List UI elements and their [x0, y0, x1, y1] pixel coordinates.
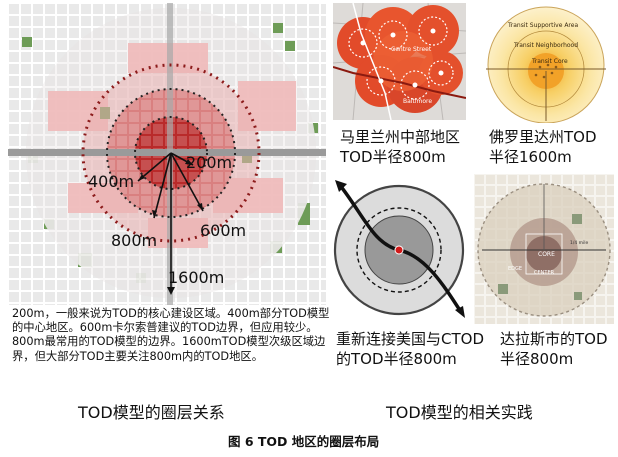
- map-label-city: Baltimore: [403, 98, 432, 105]
- case-florida-line2: 半径1600m: [489, 148, 572, 166]
- case-florida-line1: 佛罗里达州TOD: [489, 128, 597, 146]
- florida-diagram-svg: Transit Supportive Area Transit Neighbor…: [486, 6, 606, 123]
- fl-label-neighborhood: Transit Neighborhood: [513, 42, 578, 49]
- dallas-edge-label: EDGE: [508, 266, 522, 272]
- right-caption: TOD模型的相关实践: [386, 403, 533, 422]
- arrow-800m: [153, 152, 172, 219]
- florida-diagram: Transit Supportive Area Transit Neighbor…: [476, 3, 616, 123]
- label-600m: 600m: [200, 221, 246, 240]
- ctod-diagram-svg: [333, 180, 465, 318]
- dallas-plan-svg: CORE CENTER EDGE 1/4 mile: [474, 174, 614, 324]
- fl-label-supportive: Transit Supportive Area: [507, 22, 578, 29]
- case-ctod-line2: 的TOD半径800m: [336, 350, 457, 368]
- arrow-600m: [170, 152, 204, 212]
- case-dallas-line2: 半径800m: [500, 350, 574, 368]
- label-400m: 400m: [88, 172, 134, 191]
- maryland-map-svg: Centre Street Baltimore: [333, 3, 466, 120]
- fl-label-core: Transit Core: [531, 58, 568, 65]
- dallas-center-label: CENTER: [534, 270, 555, 276]
- label-200m: 200m: [186, 153, 232, 172]
- dallas-distance-label: 1/4 mile: [570, 240, 589, 246]
- ctod-diagram: [333, 174, 466, 324]
- tod-ring-diagram: 200m 400m 600m 800m 1600m: [8, 3, 326, 305]
- map-label-street: Centre Street: [391, 46, 432, 53]
- case-maryland-line2: TOD半径800m: [340, 148, 446, 166]
- left-caption: TOD模型的圈层关系: [78, 403, 225, 422]
- label-800m: 800m: [111, 231, 157, 250]
- maryland-map: Centre Street Baltimore: [333, 3, 466, 120]
- figure-caption: 图 6 TOD 地区的圈层布局: [228, 434, 380, 449]
- case-maryland-line1: 马里兰州中部地区: [340, 128, 461, 146]
- case-dallas-line1: 达拉斯市的TOD: [500, 330, 608, 348]
- case-ctod-line1: 重新连接美国与CTOD: [336, 330, 484, 348]
- dallas-core-label: CORE: [538, 251, 555, 258]
- tod-ring-svg: 200m 400m 600m 800m 1600m: [8, 3, 326, 305]
- main-description: 200m，一般来说为TOD的核心建设区域。400m部分TOD模型的中心地区。60…: [12, 307, 330, 363]
- dallas-plan: CORE CENTER EDGE 1/4 mile: [474, 174, 614, 324]
- label-1600m: 1600m: [168, 268, 224, 287]
